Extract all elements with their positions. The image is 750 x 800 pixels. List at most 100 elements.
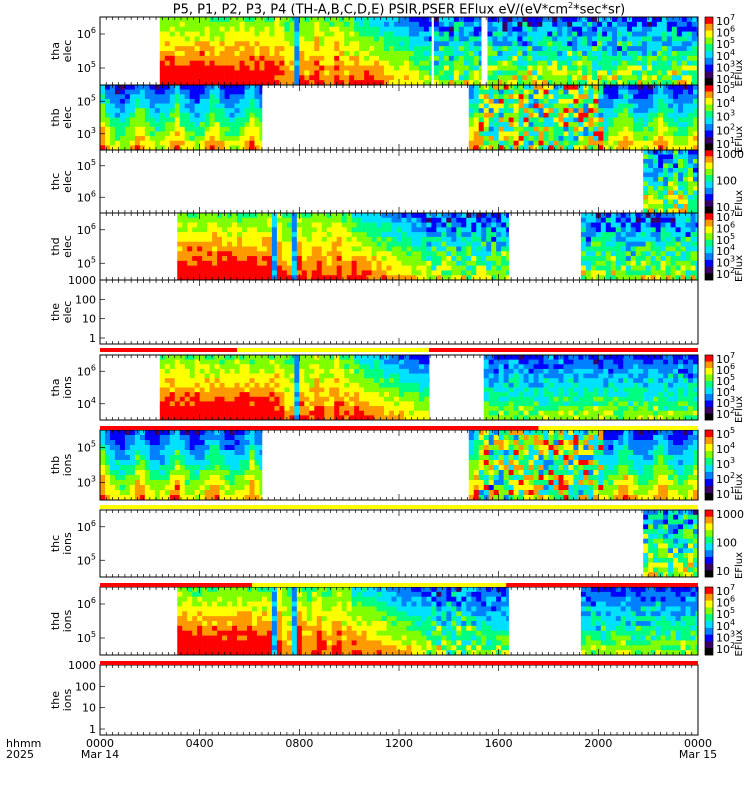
spectrogram-cell [518,108,524,114]
spectrogram-cell [678,117,684,123]
spectrogram-cell [658,195,664,200]
spectrogram-cell [354,17,360,23]
spectrogram-cell [605,232,612,238]
spectrogram-cell [688,172,694,178]
spectrogram-cell [673,177,679,182]
spectrogram-cell [567,75,573,81]
spectrogram-cell [502,55,508,62]
spectrogram-cell [608,136,614,142]
colorbar-swatch [705,194,713,201]
spectrogram-cell [242,265,248,271]
spectrogram-cell [256,275,263,281]
spectrogram-cell [661,17,668,23]
spectrogram-cell [615,256,622,262]
spectrogram-cell [441,241,447,247]
spectrogram-cell [182,241,188,247]
spectrogram-cell [139,126,146,132]
spectrogram-cell [612,36,618,42]
spectrogram-cell [590,222,597,228]
spectrogram-cell [259,136,263,142]
spectrogram-cell [294,75,300,81]
spectrogram-cell [399,41,405,47]
spectrogram-cell [660,275,666,281]
spectrogram-cell [381,260,387,266]
spectrogram-cell [597,17,603,23]
spectrogram-cell [194,112,200,118]
spectrogram-cell [289,75,295,81]
spectrogram-cell [291,232,298,238]
spectrogram-cell [219,145,225,151]
spectrogram-cell [179,75,186,81]
panel-frame [99,279,699,345]
spectrogram-cell [646,46,653,52]
colorbar-swatch [705,162,713,170]
spectrogram-cell [209,126,215,132]
colorbar-swatch [705,259,713,267]
spectrogram-cell [281,222,288,228]
spectrogram-cell [675,213,681,219]
spectrogram-cell [217,275,223,281]
spectrogram-cell [189,131,195,137]
spectrogram-cell [386,232,392,238]
spectrogram-cell [224,89,230,95]
spectrogram-cell [182,265,188,271]
spectrogram-cell [640,265,646,271]
spectrogram-cell [139,94,146,100]
spectrogram-cell [361,265,367,271]
spectrogram-cell [512,26,518,32]
spectrogram-cell [237,241,243,247]
spectrogram-cell [643,145,649,151]
spectrogram-cell [543,98,549,104]
spectrogram-cell [577,36,583,42]
spectrogram-cell [640,236,646,243]
spectrogram-cell [306,222,313,228]
spectrogram-cell [668,199,674,205]
spectrogram-cell [666,46,673,52]
spectrogram-cell [227,232,233,238]
spectrogram-cell [331,217,338,223]
spectrogram-cell [625,227,632,233]
spectrogram-cell [548,131,554,137]
spectrogram-cell [274,65,280,71]
spectrogram-cell [396,236,402,243]
spectrogram-cell [426,265,432,271]
spectrogram-cell [286,222,293,228]
spectrogram-cell [651,65,658,71]
spectrogram-cell [433,70,440,76]
spectrogram-cell [446,236,452,243]
spectrogram-cell [468,51,475,57]
spectrogram-cell [309,75,315,81]
spectrogram-cell [645,260,651,266]
spectrogram-cell [466,246,472,252]
spectrogram-cell [658,136,664,142]
spectrogram-cell [517,31,523,37]
spectrogram-cell [301,227,308,233]
spectrogram-cell [229,140,235,146]
spectrogram-cell [492,17,498,23]
spectrogram-cell [229,136,235,142]
spectrogram-cell [269,51,275,57]
spectrogram-cell [359,55,365,62]
spectrogram-cell [237,265,243,271]
spectrogram-cell [192,260,198,266]
spectrogram-cell [675,251,681,257]
spectrogram-cell [354,65,360,71]
spectrogram-cell [678,136,684,142]
spectrogram-cell [177,236,183,243]
spectrogram-cell [593,89,599,95]
spectrogram-cell [691,80,698,86]
spectrogram-cell [274,60,280,66]
spectrogram-cell [229,94,235,100]
spectrogram-cell [640,213,646,219]
spectrogram-cell [582,36,588,42]
spectrogram-cell [471,217,477,223]
spectrogram-cell [119,112,126,118]
colorbar-frame [704,212,714,281]
spectrogram-cell [184,98,190,104]
spectrogram-cell [204,85,210,90]
spectrogram-cell [346,256,352,262]
spectrogram-cell [324,46,330,52]
spectrogram-cell [587,80,593,86]
spectrogram-cell [431,222,437,228]
spectrogram-cell [139,131,146,137]
